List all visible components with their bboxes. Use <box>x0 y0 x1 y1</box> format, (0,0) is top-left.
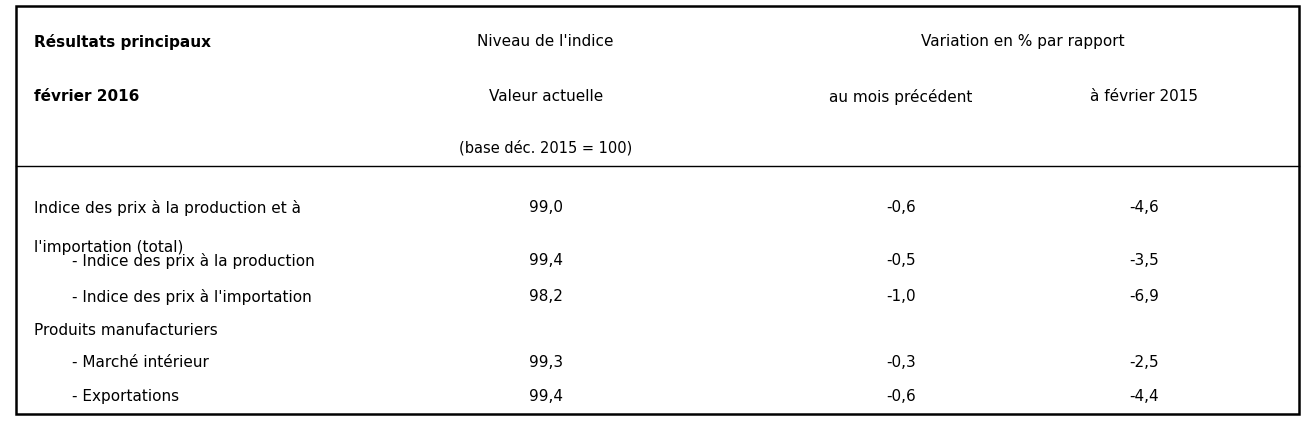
Text: Produits manufacturiers: Produits manufacturiers <box>34 323 218 338</box>
Text: (base déc. 2015 = 100): (base déc. 2015 = 100) <box>459 140 633 156</box>
Text: -4,4: -4,4 <box>1130 389 1159 404</box>
Text: -1,0: -1,0 <box>886 289 915 304</box>
Text: au mois précédent: au mois précédent <box>828 89 973 105</box>
Text: février 2016: février 2016 <box>34 89 139 104</box>
Text: Variation en % par rapport: Variation en % par rapport <box>920 34 1124 49</box>
Text: l'importation (total): l'importation (total) <box>34 240 184 255</box>
Text: - Marché intérieur: - Marché intérieur <box>72 355 209 370</box>
Text: -0,3: -0,3 <box>886 355 915 370</box>
Text: -2,5: -2,5 <box>1130 355 1159 370</box>
Text: - Exportations: - Exportations <box>72 389 179 404</box>
Text: -6,9: -6,9 <box>1130 289 1159 304</box>
Text: - Indice des prix à la production: - Indice des prix à la production <box>72 253 316 269</box>
Text: 99,3: 99,3 <box>529 355 563 370</box>
Text: 98,2: 98,2 <box>529 289 563 304</box>
FancyBboxPatch shape <box>16 6 1299 414</box>
Text: -4,6: -4,6 <box>1130 200 1159 215</box>
Text: Indice des prix à la production et à: Indice des prix à la production et à <box>34 200 301 216</box>
Text: à février 2015: à février 2015 <box>1090 89 1198 104</box>
Text: Niveau de l'indice: Niveau de l'indice <box>477 34 614 49</box>
Text: -0,6: -0,6 <box>886 200 915 215</box>
Text: Résultats principaux: Résultats principaux <box>34 34 212 50</box>
Text: Valeur actuelle: Valeur actuelle <box>489 89 602 104</box>
Text: 99,0: 99,0 <box>529 200 563 215</box>
Text: 99,4: 99,4 <box>529 389 563 404</box>
Text: 99,4: 99,4 <box>529 253 563 268</box>
Text: -0,6: -0,6 <box>886 389 915 404</box>
Text: -0,5: -0,5 <box>886 253 915 268</box>
Text: - Indice des prix à l'importation: - Indice des prix à l'importation <box>72 289 312 305</box>
Text: -3,5: -3,5 <box>1130 253 1159 268</box>
